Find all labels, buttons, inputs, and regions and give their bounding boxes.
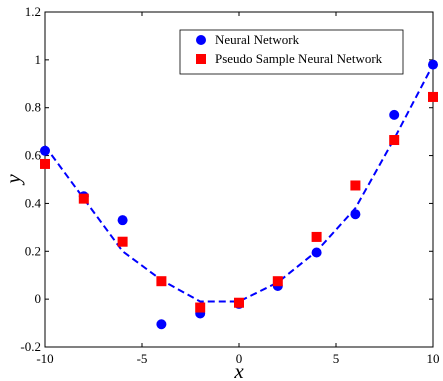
neural-network-point: [389, 109, 400, 120]
y-tick-label: 1.2: [25, 4, 41, 19]
pseudo-sample-point: [78, 193, 89, 204]
x-tick-label: -10: [36, 351, 53, 366]
pseudo-sample-point: [117, 236, 128, 247]
neural-network-point: [40, 145, 50, 156]
pseudo-sample-point: [234, 297, 244, 308]
pseudo-sample-point: [40, 158, 50, 169]
pseudo-sample-point: [195, 302, 206, 313]
legend-label-pseudo-sample: Pseudo Sample Neural Network: [215, 51, 383, 66]
y-tick-label: 0.8: [25, 100, 41, 115]
y-tick-label: 0: [35, 291, 42, 306]
neural-network-point: [428, 59, 438, 70]
x-tick-label: -5: [137, 351, 148, 366]
pseudo-sample-point: [311, 231, 322, 242]
neural-network-point: [117, 215, 128, 226]
y-tick-label: 0.4: [25, 195, 42, 210]
y-axis-label: y: [1, 174, 25, 186]
x-tick-label: 5: [333, 351, 340, 366]
axis-ticks: -10 -5 0 5 10 -0.2 0 0.2 0.4 0.6 0.8 1 1.2: [20, 4, 439, 366]
pseudo-sample-point: [350, 180, 361, 191]
legend: Neural Network Pseudo Sample Neural Netw…: [179, 29, 404, 75]
legend-marker-neural-network: [196, 35, 206, 45]
pseudo-sample-point: [389, 135, 400, 146]
x-tick-label: 0: [236, 351, 243, 366]
pseudo-sample-point: [156, 276, 167, 287]
legend-marker-pseudo-sample: [196, 54, 206, 64]
y-tick-label: 1: [35, 52, 42, 67]
x-axis-label: x: [233, 359, 244, 381]
y-tick-label: 0.2: [25, 243, 41, 258]
neural-network-point: [156, 319, 167, 330]
pseudo-sample-point: [428, 91, 438, 102]
y-tick-label: -0.2: [20, 339, 41, 354]
neural-network-point: [350, 209, 361, 220]
y-tick-label: 0.6: [25, 148, 42, 163]
neural-network-point: [311, 247, 322, 258]
legend-label-neural-network: Neural Network: [215, 32, 300, 47]
pseudo-sample-point: [272, 276, 283, 287]
pseudo-sample-points: [40, 91, 438, 313]
x-tick-label: 10: [427, 351, 440, 366]
legend-box: [179, 29, 404, 75]
